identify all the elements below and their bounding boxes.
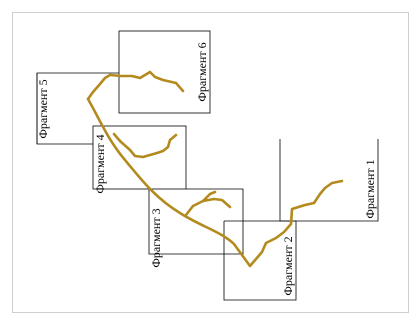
fragment-6-label: Фрагмент 6	[195, 42, 209, 101]
fragment-3-label: Фрагмент 3	[149, 208, 163, 267]
fragment-5-label: Фрагмент 5	[36, 79, 50, 138]
main-route	[86, 97, 344, 268]
fragment-5-box-lower	[36, 73, 93, 145]
fragment-6-box	[118, 30, 211, 114]
fragment-2-box	[223, 220, 297, 301]
fragment-4-box	[92, 125, 187, 190]
branch-route-3	[184, 197, 232, 217]
outer-frame	[12, 12, 409, 313]
upper-route	[86, 70, 185, 101]
fragment-1-box	[279, 139, 379, 222]
fragment-labels: Фрагмент 6 Фрагмент 5 Фрагмент 4 Фрагмен…	[36, 42, 377, 295]
route-lines	[86, 70, 344, 268]
fragment-2-label: Фрагмент 2	[281, 236, 295, 295]
branch-route-3-fork	[201, 190, 217, 203]
fragment-4-label: Фрагмент 4	[93, 134, 107, 193]
fragment-boxes	[36, 30, 379, 301]
branch-route-4	[112, 132, 178, 159]
fragment-1-label: Фрагмент 1	[363, 159, 377, 218]
fragment-3-box	[148, 188, 244, 255]
